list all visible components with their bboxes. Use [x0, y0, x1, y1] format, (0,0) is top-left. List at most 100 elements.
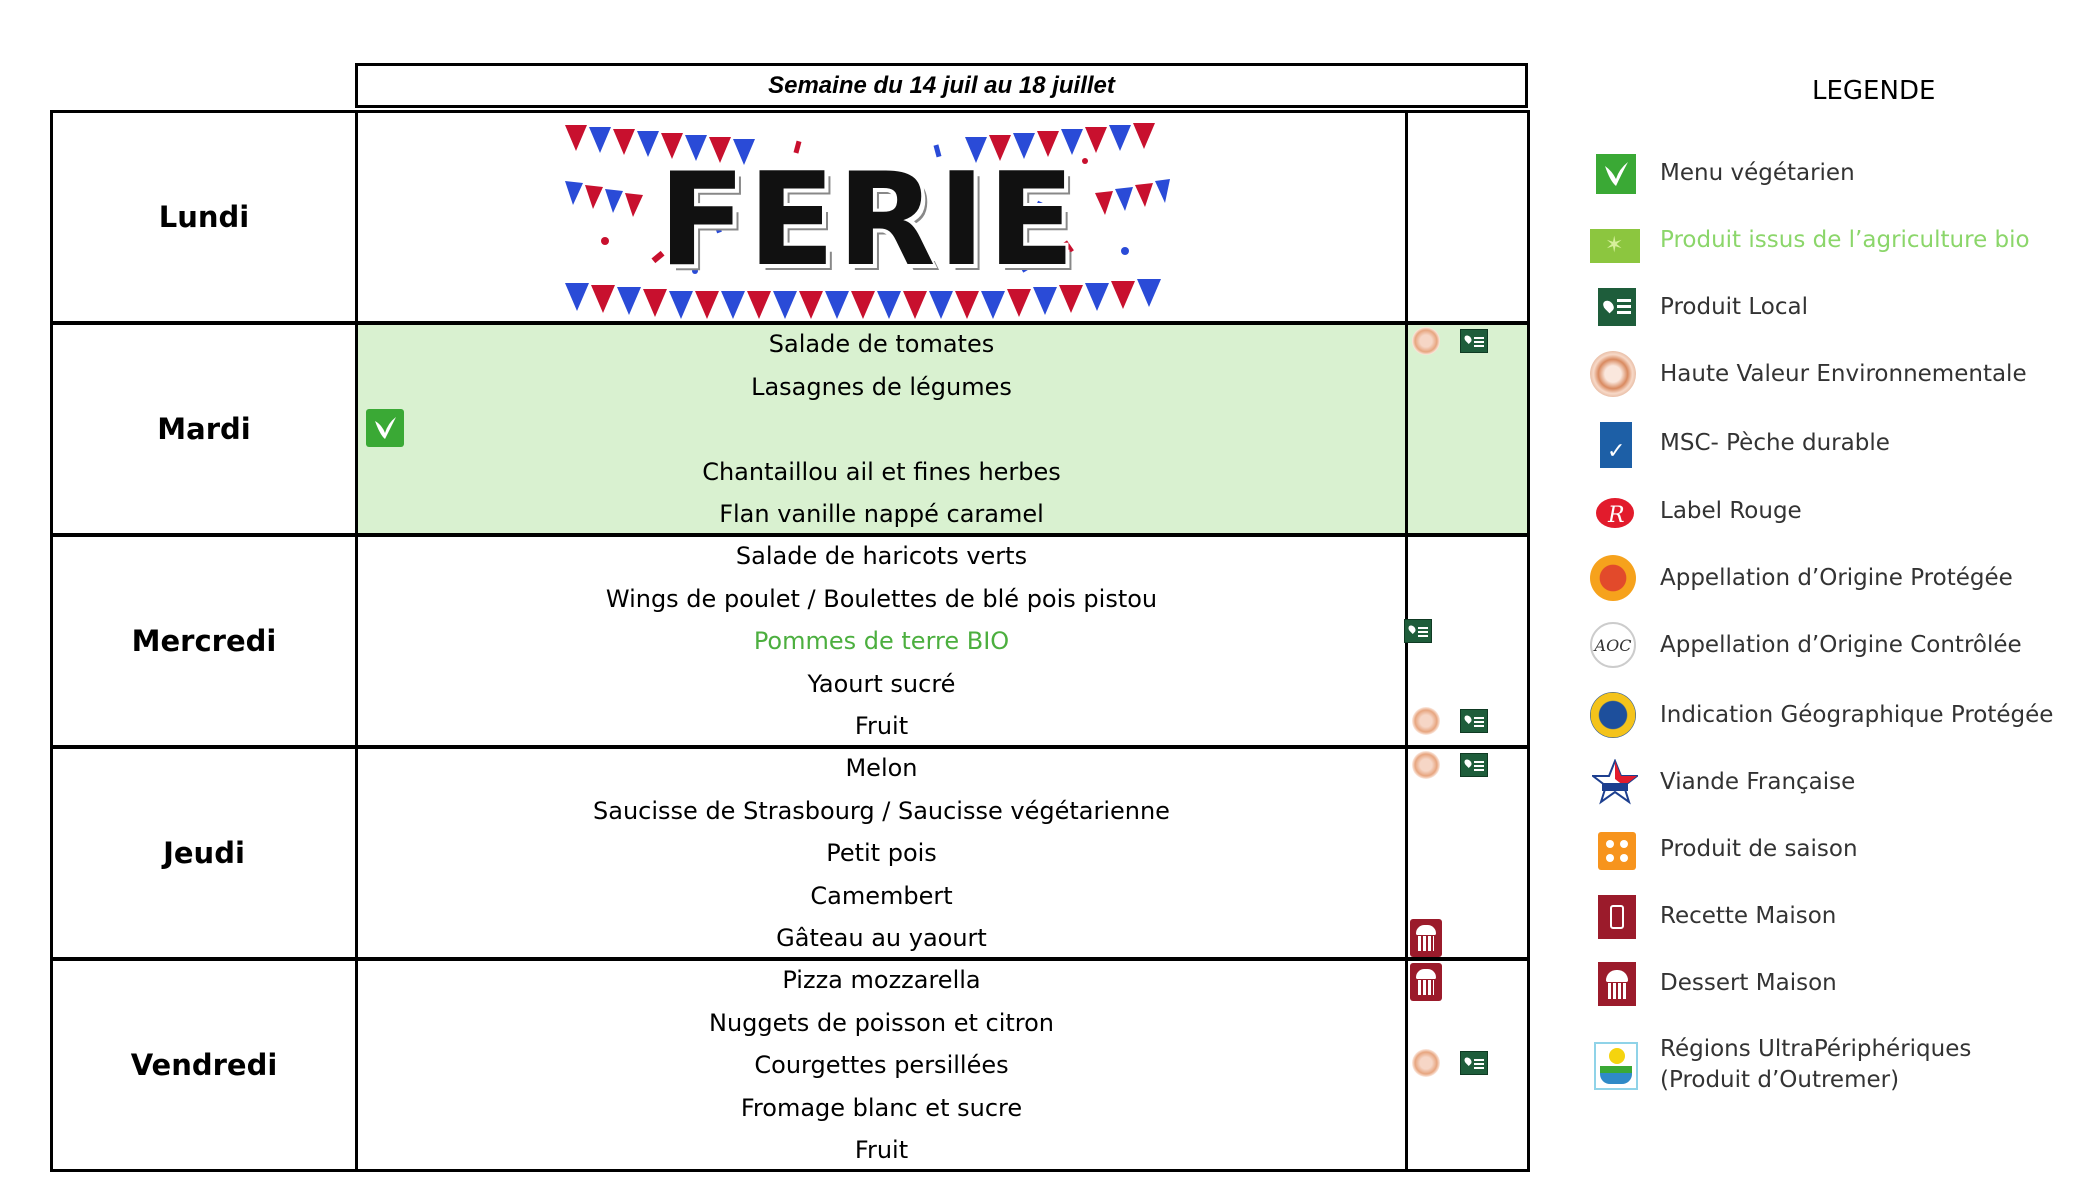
legend-item-aop: Appellation d’Origine Protégée [1590, 553, 2013, 603]
dish-main: Saucisse de Strasbourg / Saucisse végéta… [593, 796, 1170, 825]
hve-icon [1412, 707, 1440, 735]
french-meat-icon [1590, 759, 1638, 805]
dish-dessert: Fruit [854, 712, 909, 740]
day-label: Lundi [53, 113, 358, 321]
legend-label: Régions UltraPériphériques [1660, 1036, 1972, 1062]
dish-dessert: Gâteau au yaourt [776, 924, 987, 952]
legend-label: Produit de saison [1660, 835, 1858, 862]
local-product-icon [1460, 1051, 1488, 1075]
bunting-decoration [565, 123, 1170, 319]
legend-label: Haute Valeur Environnementale [1660, 360, 2027, 387]
dish-dessert: Fruit [854, 1136, 909, 1164]
dish-side: Courgettes persillées [754, 1051, 1009, 1079]
legend-item-homemade-dessert: Dessert Maison [1590, 958, 1837, 1008]
hve-icon [1590, 351, 1636, 397]
labels-cell [1408, 325, 1527, 533]
dish-main: Wings de poulet / Boulettes de blé pois … [605, 584, 1158, 613]
hve-icon [1412, 1049, 1440, 1077]
label-rouge-icon: R [1590, 488, 1636, 534]
msc-icon [1590, 420, 1636, 468]
legend-item-organic: Produit issus de l’agriculture bio [1590, 215, 2030, 265]
labels-cell [1408, 113, 1527, 321]
legend-label: Label Rouge [1660, 497, 1802, 524]
labels-cell [1408, 961, 1527, 1169]
legend-label: Produit issus de l’agriculture bio [1660, 226, 2030, 253]
local-product-icon [1460, 753, 1488, 777]
dish-main: Nuggets de poisson et citron [709, 1008, 1054, 1037]
dish-side-bio: Pommes de terre BIO [753, 627, 1010, 655]
day-label: Mardi [53, 325, 358, 533]
vegetarian-icon [1590, 150, 1636, 196]
local-product-icon [1460, 329, 1488, 353]
legend-item-seasonal: Produit de saison [1590, 824, 1858, 874]
legend-item-hve: Haute Valeur Environnementale [1590, 349, 2027, 399]
aoc-icon: AOC [1590, 622, 1636, 668]
aop-icon [1590, 555, 1636, 601]
legend-item-igp: Indication Géographique Protégée [1590, 690, 2053, 740]
holiday-title: FERIE [658, 145, 1077, 295]
legend-label: Indication Géographique Protégée [1660, 701, 2054, 728]
legend-item-vegetarian: Menu végétarien [1590, 148, 1855, 198]
local-product-icon [1460, 709, 1488, 733]
legend-label: MSC- Pèche durable [1660, 429, 1890, 456]
menu-cell: Pizza mozzarella Nuggets de poisson et c… [358, 961, 1408, 1169]
labels-cell [1408, 749, 1527, 957]
day-label: Jeudi [53, 749, 358, 957]
legend-label: Produit Local [1660, 293, 1808, 320]
week-header: Semaine du 14 juil au 18 juillet [355, 63, 1528, 108]
homemade-dessert-icon [1410, 919, 1442, 957]
organic-icon [1590, 217, 1640, 263]
legend-label-group: Régions UltraPériphériques (Produit d’Ou… [1660, 1034, 1971, 1096]
day-label: Vendredi [53, 961, 358, 1169]
local-product-icon [1590, 284, 1636, 330]
outermost-regions-icon [1590, 1042, 1638, 1090]
hve-icon [1412, 751, 1440, 779]
igp-icon [1590, 692, 1636, 738]
dish-cheese: Camembert [810, 881, 953, 910]
legend-item-outermost-regions: Régions UltraPériphériques (Produit d’Ou… [1590, 1030, 1971, 1100]
legend-item-msc: MSC- Pèche durable [1590, 418, 1890, 468]
dish-starter: Pizza mozzarella [782, 966, 981, 994]
dish-starter: Melon [845, 754, 918, 782]
legend-label-secondary: (Produit d’Outremer) [1660, 1067, 1900, 1093]
legend-label: Appellation d’Origine Protégée [1660, 564, 2013, 591]
legend-label: Dessert Maison [1660, 969, 1837, 996]
day-row-vendredi: Vendredi Pizza mozzarella Nuggets de poi… [50, 958, 1530, 1172]
day-row-jeudi: Jeudi Melon Saucisse de Strasbourg / Sau… [50, 746, 1530, 960]
legend-item-french-meat: Viande Française [1590, 757, 1855, 807]
legend-label: Viande Française [1660, 768, 1856, 795]
ferie-banner-image: FERIE [565, 121, 1170, 319]
dish-starter: Salade de haricots verts [735, 542, 1028, 570]
vegetarian-icon [366, 409, 404, 447]
dish-dairy: Fromage blanc et sucre [740, 1093, 1023, 1122]
seasonal-icon [1590, 826, 1636, 872]
menu-cell: Salade de tomates Lasagnes de légumes Ch… [358, 325, 1408, 533]
day-row-mardi: Mardi Salade de tomates Lasagnes de légu… [50, 322, 1530, 536]
dish-main: Lasagnes de légumes [751, 372, 1012, 401]
homemade-dessert-icon [1410, 963, 1442, 1001]
menu-cell: FERIE [358, 113, 1408, 321]
day-row-lundi: Lundi [50, 110, 1530, 324]
legend-item-label-rouge: R Label Rouge [1590, 486, 1802, 536]
legend-item-aoc: AOC Appellation d’Origine Contrôlée [1590, 620, 2022, 670]
menu-cell: Melon Saucisse de Strasbourg / Saucisse … [358, 749, 1408, 957]
legend-label: Menu végétarien [1660, 159, 1855, 186]
dish-starter: Salade de tomates [768, 330, 995, 358]
day-label: Mercredi [53, 537, 358, 745]
legend-item-homemade-recipe: Recette Maison [1590, 891, 1836, 941]
legend-title: LEGENDE [1812, 76, 1936, 106]
svg-text:R: R [1607, 503, 1625, 528]
legend-label: Recette Maison [1660, 902, 1837, 929]
legend-label: Appellation d’Origine Contrôlée [1660, 631, 2022, 658]
labels-cell [1404, 537, 1527, 745]
homemade-recipe-icon [1590, 893, 1636, 939]
homemade-dessert-icon [1590, 960, 1636, 1006]
legend-item-local: Produit Local [1590, 282, 1808, 332]
hve-icon [1412, 327, 1440, 355]
dish-dessert: Flan vanille nappé caramel [719, 500, 1044, 528]
dish-cheese: Chantaillou ail et fines herbes [702, 457, 1061, 486]
day-row-mercredi: Mercredi Salade de haricots verts Wings … [50, 534, 1530, 748]
dish-side: Petit pois [826, 839, 937, 867]
dish-dairy: Yaourt sucré [807, 669, 956, 698]
local-product-icon [1404, 619, 1432, 643]
